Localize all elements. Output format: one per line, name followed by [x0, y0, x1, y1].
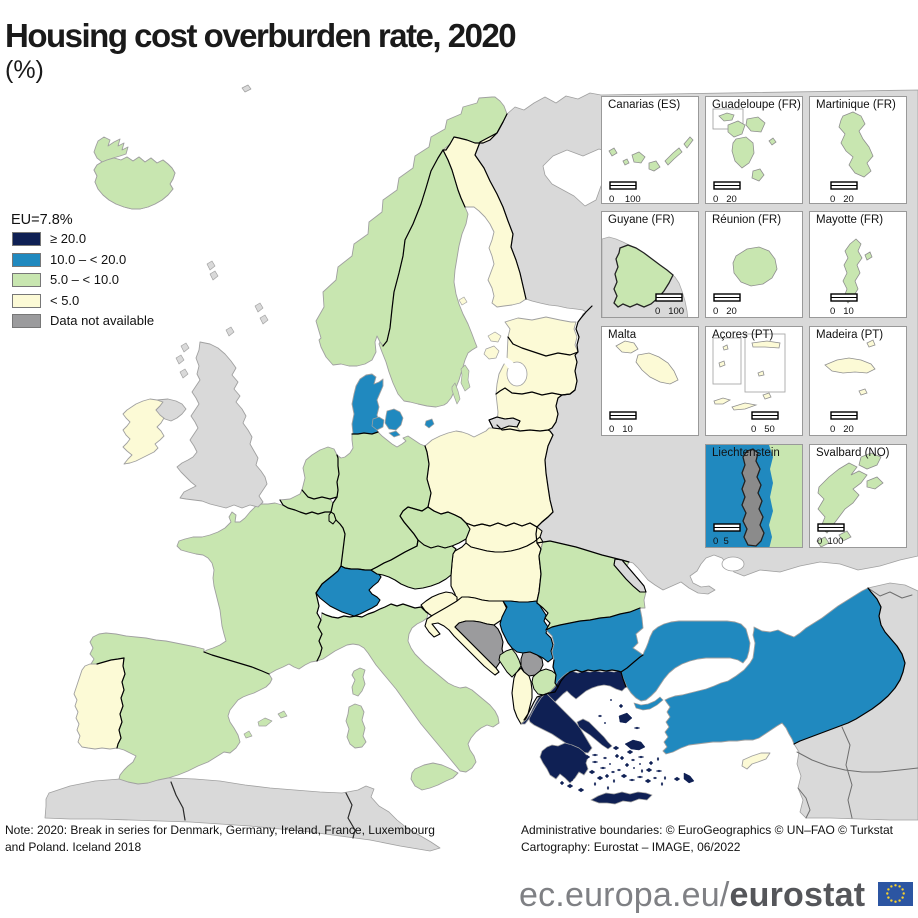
svg-text:0 20: 0 20 [713, 194, 737, 204]
svg-text:0 100: 0 100 [655, 306, 684, 317]
svg-text:0 5: 0 5 [713, 536, 729, 547]
svg-text:0 50: 0 50 [751, 424, 775, 435]
svg-text:0 100: 0 100 [817, 536, 843, 547]
svg-text:0 10: 0 10 [609, 424, 633, 435]
svg-text:0 20: 0 20 [713, 306, 737, 317]
svg-text:0 10: 0 10 [830, 306, 854, 317]
svg-text:0 20: 0 20 [830, 424, 854, 435]
svg-text:0 20: 0 20 [830, 194, 854, 204]
svg-text:0 100: 0 100 [609, 194, 641, 204]
